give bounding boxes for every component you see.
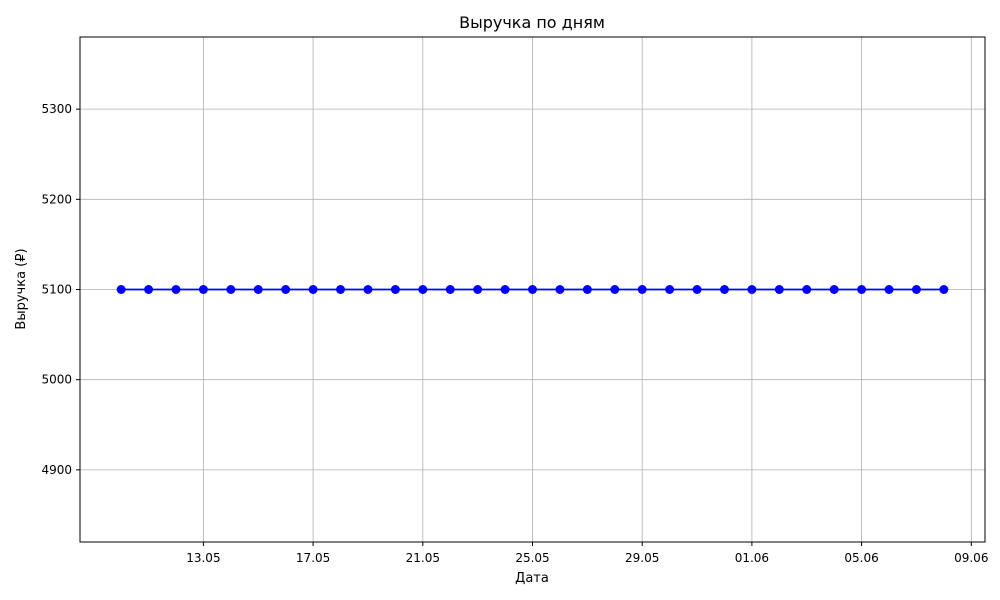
x-tick-label: 21.05 xyxy=(406,551,440,565)
y-tick-label: 5200 xyxy=(41,192,72,206)
x-tick-label: 09.06 xyxy=(954,551,988,565)
y-axis-label: Выручка (₽) xyxy=(14,248,29,329)
data-point xyxy=(774,285,784,294)
data-point xyxy=(802,285,812,294)
y-tick-label: 4900 xyxy=(41,463,72,477)
data-point xyxy=(473,285,483,294)
data-point xyxy=(719,285,729,294)
x-tick-label: 25.05 xyxy=(515,551,549,565)
data-point xyxy=(582,285,592,294)
data-point xyxy=(884,285,894,294)
data-point xyxy=(911,285,921,294)
y-axis-ticks: 4900 5000 5100 5200 5300 xyxy=(41,102,80,477)
data-point xyxy=(747,285,757,294)
data-point xyxy=(281,285,291,294)
data-point xyxy=(610,285,620,294)
x-tick-label: 29.05 xyxy=(625,551,659,565)
x-tick-label: 17.05 xyxy=(296,551,330,565)
x-axis-ticks: 13.05 17.05 21.05 25.05 29.05 01.06 05.06 09.06 xyxy=(186,542,988,565)
x-tick-label: 05.06 xyxy=(844,551,878,565)
data-point xyxy=(116,285,126,294)
data-point xyxy=(665,285,675,294)
data-point xyxy=(336,285,346,294)
x-axis-label: Дата xyxy=(515,571,549,586)
data-point xyxy=(528,285,537,294)
data-point xyxy=(829,285,839,294)
data-point xyxy=(637,285,647,294)
data-point xyxy=(692,285,702,294)
data-point xyxy=(144,285,154,294)
x-tick-label: 01.06 xyxy=(735,551,769,565)
data-point xyxy=(500,285,510,294)
y-tick-label: 5100 xyxy=(41,283,72,297)
data-point xyxy=(939,285,949,294)
x-tick-label: 13.05 xyxy=(186,551,220,565)
data-point xyxy=(390,285,400,294)
data-point xyxy=(445,285,455,294)
data-point xyxy=(308,285,318,294)
data-point xyxy=(555,285,565,294)
y-tick-label: 5000 xyxy=(41,373,72,387)
data-point xyxy=(198,285,208,294)
data-point xyxy=(226,285,236,294)
y-tick-label: 5300 xyxy=(41,102,72,116)
data-point xyxy=(171,285,181,294)
data-point xyxy=(857,285,867,294)
series-revenue xyxy=(116,285,949,294)
chart-title: Выручка по дням xyxy=(459,13,605,32)
data-point xyxy=(253,285,263,294)
data-point xyxy=(418,285,428,294)
data-point xyxy=(363,285,373,294)
